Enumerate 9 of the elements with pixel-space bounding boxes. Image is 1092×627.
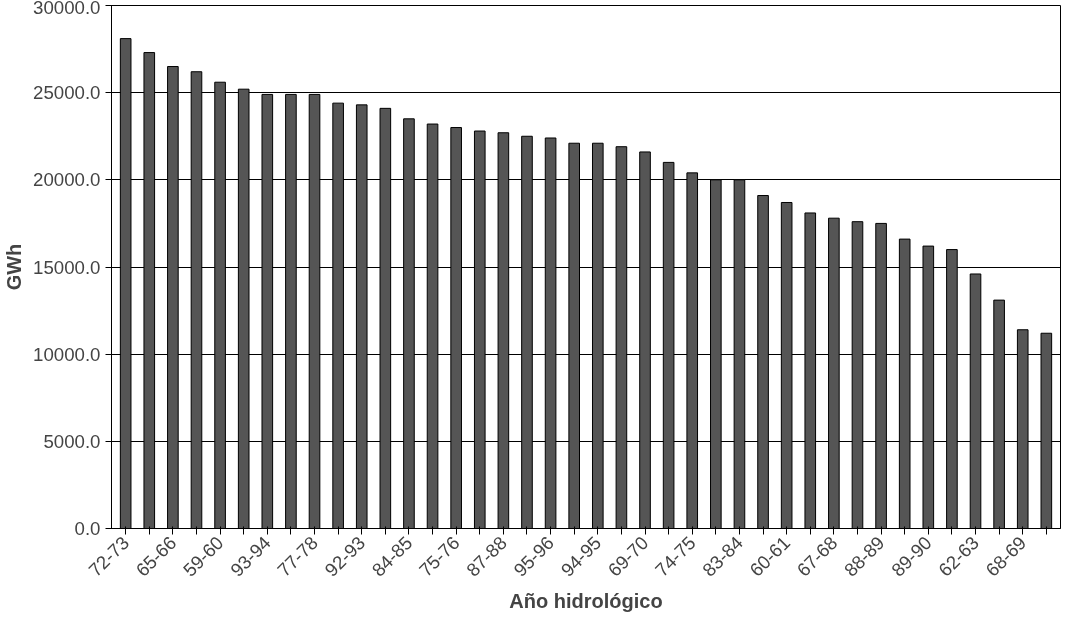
y-tick-label: 0.0: [74, 518, 101, 539]
y-axis-title: GWh: [3, 243, 26, 291]
y-tick-label: 10000.0: [33, 343, 101, 365]
y-tick-label: 25000.0: [33, 82, 101, 104]
y-tick-label: 20000.0: [33, 169, 101, 191]
x-axis-title: Año hidrológico: [509, 590, 663, 613]
y-tick-label: 15000.0: [33, 256, 101, 278]
y-tick-label: 30000.0: [33, 0, 101, 18]
y-tick-label: 5000.0: [43, 430, 101, 452]
